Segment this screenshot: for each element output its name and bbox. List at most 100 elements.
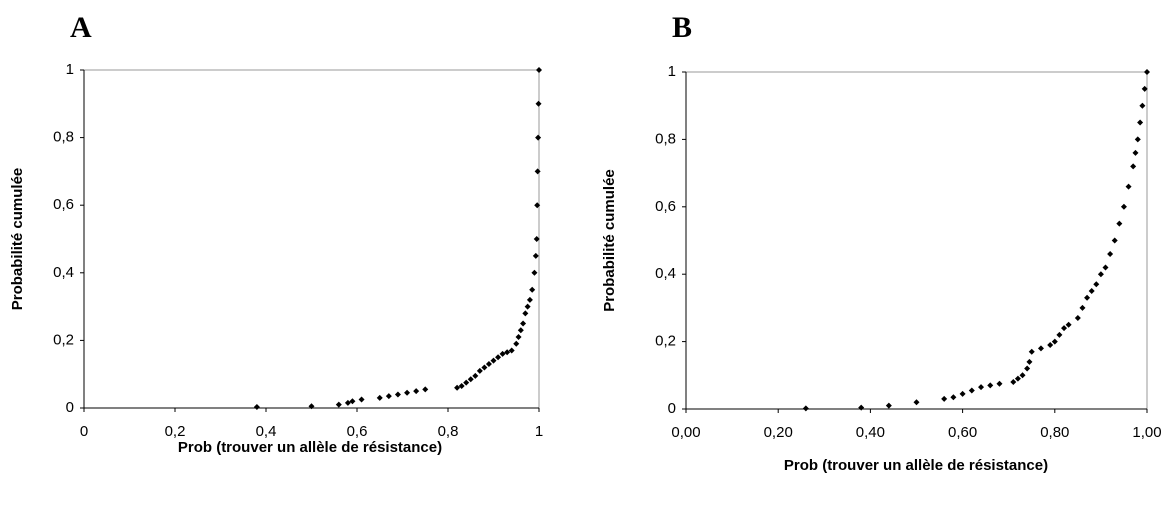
point: [394, 391, 401, 398]
point: [529, 286, 536, 293]
point: [308, 403, 315, 410]
point: [1139, 102, 1146, 109]
point: [1051, 338, 1058, 345]
point: [1144, 69, 1150, 75]
point: [1074, 315, 1081, 322]
x-tick-label: 0: [80, 423, 88, 440]
x-tick-label: 0,40: [856, 424, 885, 441]
x-tick-label: 0,60: [948, 424, 977, 441]
point: [1088, 288, 1095, 295]
point: [802, 405, 809, 412]
point: [253, 403, 260, 410]
panel-label: B: [672, 11, 692, 44]
y-axis-title: Probabilité cumulée: [9, 168, 26, 311]
point: [532, 252, 539, 259]
point: [349, 398, 356, 405]
point: [959, 390, 966, 397]
point: [481, 364, 488, 371]
point: [515, 334, 522, 341]
point: [536, 67, 542, 73]
point: [495, 354, 502, 361]
point: [413, 388, 420, 395]
point: [476, 367, 483, 374]
point: [1065, 321, 1072, 328]
point: [1010, 379, 1017, 386]
point: [490, 357, 497, 364]
point: [385, 393, 392, 400]
point: [1079, 304, 1086, 311]
point: [1111, 237, 1118, 244]
point: [513, 340, 520, 347]
point: [404, 389, 411, 396]
point: [335, 401, 342, 408]
point: [1130, 163, 1137, 170]
point: [524, 303, 531, 310]
point: [535, 100, 542, 107]
point: [458, 383, 465, 390]
point: [463, 379, 470, 386]
point: [1028, 348, 1035, 355]
y-tick-label: 0,4: [53, 264, 74, 281]
y-tick-label: 0,6: [655, 198, 676, 215]
point: [422, 386, 429, 393]
point: [1097, 271, 1104, 278]
point: [858, 404, 865, 411]
y-tick-label: 0,2: [53, 331, 74, 348]
x-tick-label: 0,80: [1040, 424, 1069, 441]
x-tick-label: 0,6: [347, 423, 368, 440]
point: [535, 134, 542, 141]
point: [534, 168, 541, 175]
x-axis-title: Prob (trouver un allèle de résistance): [178, 439, 442, 456]
point: [534, 202, 541, 209]
point: [1102, 264, 1109, 271]
point: [987, 382, 994, 389]
point: [358, 396, 365, 403]
point: [344, 399, 351, 406]
point: [1037, 345, 1044, 352]
point: [913, 399, 920, 406]
point: [376, 394, 383, 401]
point: [1134, 136, 1141, 143]
point: [1125, 183, 1132, 190]
point: [1093, 281, 1100, 288]
x-tick-label: 0,2: [165, 423, 186, 440]
point: [1141, 85, 1148, 92]
point: [531, 269, 538, 276]
y-tick-label: 0,6: [53, 196, 74, 213]
point: [467, 376, 474, 383]
point: [526, 296, 533, 303]
x-tick-label: 1,00: [1132, 424, 1161, 441]
point: [522, 310, 529, 317]
x-tick-label: 0,00: [671, 424, 700, 441]
y-tick-label: 0,8: [53, 129, 74, 146]
x-tick-label: 0,4: [256, 423, 277, 440]
point: [1107, 250, 1114, 257]
y-axis-title: Probabilité cumulée: [601, 169, 618, 312]
y-tick-label: 0: [668, 400, 676, 417]
point: [1132, 149, 1139, 156]
point: [1024, 365, 1031, 372]
point: [885, 402, 892, 409]
point: [485, 361, 492, 368]
point: [978, 384, 985, 391]
point: [941, 395, 948, 402]
point: [1056, 331, 1063, 338]
point: [1014, 375, 1021, 382]
point: [996, 380, 1003, 387]
y-tick-label: 0,2: [655, 333, 676, 350]
y-tick-label: 1: [668, 63, 676, 80]
point: [968, 387, 975, 394]
x-tick-label: 0,8: [438, 423, 459, 440]
y-tick-label: 0,8: [655, 130, 676, 147]
point: [1047, 341, 1054, 348]
y-tick-label: 1: [66, 61, 74, 78]
point: [1084, 294, 1091, 301]
point: [504, 349, 511, 356]
point: [1019, 372, 1026, 379]
panel-label: A: [70, 11, 92, 44]
point: [454, 384, 461, 391]
point: [508, 347, 515, 354]
point: [520, 320, 527, 327]
point: [1120, 203, 1127, 210]
